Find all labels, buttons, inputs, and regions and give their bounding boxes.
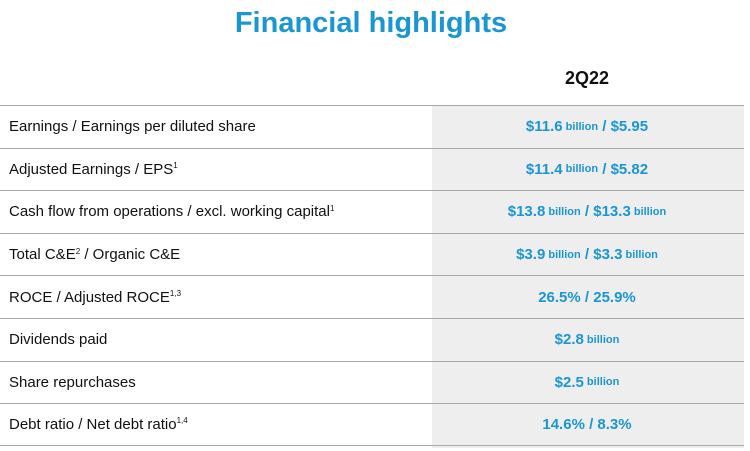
column-header-period: 2Q22 bbox=[564, 68, 610, 88]
row-label: Total C&E 2 / Organic C&E bbox=[9, 246, 181, 264]
row-label: Cash flow from operations / excl. workin… bbox=[9, 203, 335, 221]
footnote-marker: 1 bbox=[173, 161, 178, 171]
row-value: $13.8 billion / $13.3 billion bbox=[507, 203, 667, 221]
row-label: Share repurchases bbox=[9, 373, 136, 391]
row-value: $2.8 billion bbox=[554, 331, 620, 349]
table-row-cash-flow: Cash flow from operations / excl. workin… bbox=[0, 190, 744, 233]
row-label: Adjusted Earnings / EPS 1 bbox=[9, 160, 178, 178]
row-value: 14.6% / 8.3% bbox=[542, 415, 632, 433]
footnote-marker: 1,4 bbox=[176, 416, 188, 426]
row-value: 26.5% / 25.9% bbox=[538, 288, 636, 306]
footnote-marker: 2 bbox=[75, 246, 81, 256]
row-label: Debt ratio / Net debt ratio 1,4 bbox=[9, 415, 188, 433]
row-label: ROCE / Adjusted ROCE 1,3 bbox=[9, 288, 182, 306]
table-row-total-ce: Total C&E 2 / Organic C&E $3.9 billion / … bbox=[0, 232, 744, 276]
footnote-marker: 1,3 bbox=[169, 289, 182, 299]
highlights-table: Earnings / Earnings per diluted share $1… bbox=[0, 105, 744, 446]
row-value: $11.6 billion / $5.95 bbox=[525, 118, 649, 136]
table-row-dividends: Dividends paid $2.8 billion bbox=[0, 317, 744, 361]
table-row-adjusted-earnings: Adjusted Earnings / EPS 1 $11.4 billion /… bbox=[0, 147, 744, 191]
row-value: $11.4 billion / $5.82 bbox=[525, 160, 649, 178]
table-row-share-repurchases: Share repurchases $2.5 billion bbox=[0, 360, 744, 404]
row-value: $2.5 billion bbox=[554, 373, 620, 391]
row-value: $3.9 billion / $3.3 billion bbox=[516, 246, 658, 264]
row-label: Dividends paid bbox=[9, 331, 108, 349]
row-label: Earnings / Earnings per diluted share bbox=[9, 118, 256, 136]
table-row-roce: ROCE / Adjusted ROCE 1,3 26.5% / 25.9% bbox=[0, 275, 744, 318]
value-column-background bbox=[432, 106, 744, 448]
page-title: Financial highlights bbox=[234, 7, 508, 39]
footnote-marker: 1 bbox=[329, 203, 335, 213]
table-row-debt-ratio: Debt ratio / Net debt ratio 1,4 14.6% / 8… bbox=[0, 403, 744, 446]
table-row-earnings: Earnings / Earnings per diluted share $1… bbox=[0, 105, 744, 148]
